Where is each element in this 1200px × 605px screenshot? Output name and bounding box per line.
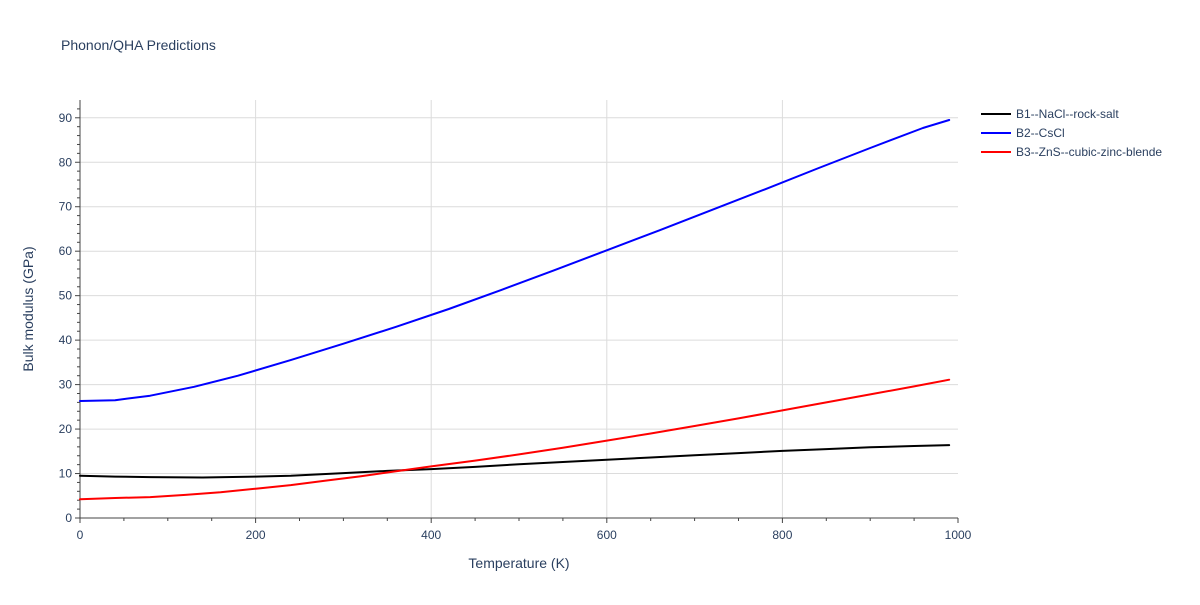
y-tick-label: 80 — [59, 155, 73, 169]
legend-label: B3--ZnS--cubic-zinc-blende — [1016, 145, 1162, 159]
y-tick-label: 20 — [59, 422, 73, 436]
y-tick-label: 70 — [59, 200, 73, 214]
y-axis-title: Bulk modulus (GPa) — [20, 246, 36, 371]
y-tick-label: 50 — [59, 289, 73, 303]
legend-label: B1--NaCl--rock-salt — [1016, 107, 1119, 121]
x-tick-label: 0 — [77, 528, 84, 542]
axes-layer: 0 10 20 30 40 50 60 70 80 90 0 200 400 600 800 1000 — [59, 100, 972, 542]
x-tick-label: 800 — [772, 528, 792, 542]
legend: B1--NaCl--rock-salt B2--CsCl B3--ZnS--cubi… — [981, 107, 1162, 159]
legend-label: B2--CsCl — [1016, 126, 1065, 140]
grid-layer — [80, 100, 958, 518]
series-layer — [79, 119, 951, 501]
y-tick-label: 0 — [65, 511, 72, 525]
y-tick-label: 30 — [59, 378, 73, 392]
x-tick-label: 1000 — [945, 528, 972, 542]
x-tick-label: 600 — [597, 528, 617, 542]
x-axis-title: Temperature (K) — [468, 555, 569, 571]
x-tick-label: 400 — [421, 528, 441, 542]
y-tick-label: 40 — [59, 333, 73, 347]
y-tick-label: 60 — [59, 244, 73, 258]
x-tick-label: 200 — [246, 528, 266, 542]
y-tick-label: 90 — [59, 111, 73, 125]
series-line-3 — [79, 378, 951, 501]
series-line-1 — [79, 444, 951, 479]
chart-title: Phonon/QHA Predictions — [61, 37, 216, 53]
series-line-2 — [79, 119, 951, 402]
y-tick-label: 10 — [59, 467, 73, 481]
